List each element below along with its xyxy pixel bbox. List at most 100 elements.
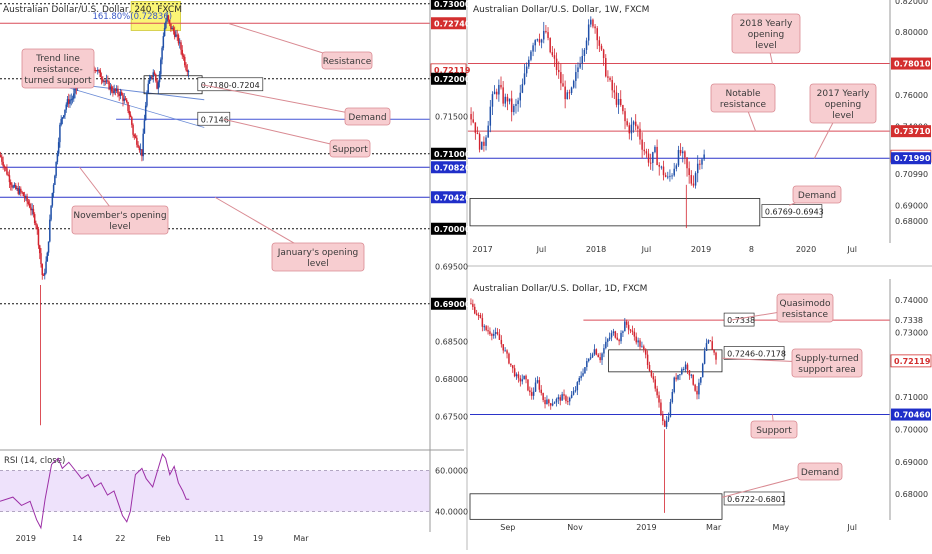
candle-body <box>575 72 577 81</box>
candle-body <box>549 37 551 53</box>
price-tick-label: 0.67500 <box>435 412 468 421</box>
price-tag-label: 0.70820 <box>434 163 471 172</box>
candle-body <box>52 184 55 193</box>
candle-body <box>586 361 588 368</box>
candle-body <box>619 98 622 106</box>
candle-body <box>114 88 117 91</box>
candle-body <box>184 56 186 66</box>
candle-body <box>553 402 556 404</box>
candle-body <box>102 79 104 82</box>
callout-text: level <box>832 111 853 121</box>
rsi-line <box>0 453 190 530</box>
candle-body <box>598 40 601 46</box>
candle-body <box>542 393 544 401</box>
candle-body <box>667 176 669 178</box>
candle-body <box>491 334 493 336</box>
candle-body <box>70 99 73 101</box>
callout-text: level <box>109 222 130 232</box>
candle-body <box>13 184 16 187</box>
candle-body <box>103 80 105 82</box>
callout-box <box>809 83 877 124</box>
candle-body <box>555 399 558 403</box>
candle-body <box>610 333 613 338</box>
candle-body <box>628 125 631 134</box>
price-tick-label: 0.70000 <box>895 425 928 434</box>
candle-body <box>590 19 592 25</box>
candle-body <box>658 395 660 403</box>
candle-body <box>701 159 703 165</box>
candle-body <box>616 337 618 340</box>
candle-body <box>624 111 626 122</box>
candle-body <box>181 49 184 56</box>
x-tick-label: Jul <box>846 245 857 254</box>
candle-body <box>583 49 586 56</box>
candle-body <box>529 390 531 393</box>
candle-body <box>677 149 680 166</box>
candle-body <box>483 141 485 146</box>
candle-body <box>110 86 113 92</box>
callout-text: opening <box>748 30 784 40</box>
candle-body <box>663 420 666 427</box>
candle-body <box>44 272 46 276</box>
candle-body <box>589 357 592 359</box>
candle-body <box>530 51 532 60</box>
supply-zone <box>608 349 723 373</box>
callout-text: 2018 Yearly <box>740 19 793 29</box>
x-tick-label: Jul <box>846 523 857 532</box>
callout-pointer <box>223 118 351 149</box>
candle-body <box>656 388 658 396</box>
candle-body <box>65 104 67 110</box>
candle-body <box>622 331 624 333</box>
candle-body <box>696 390 698 395</box>
candle-body <box>33 214 36 224</box>
candle-body <box>74 88 76 94</box>
candle-body <box>112 91 114 93</box>
zone-label: 0.7146 <box>201 115 229 124</box>
candle-body <box>528 59 530 67</box>
candle-body <box>538 39 541 43</box>
candle-body <box>675 165 678 169</box>
candle-body <box>644 349 647 355</box>
chart-title: Australian Dollar/U.S. Dollar, 1D, FXCM <box>473 284 647 294</box>
candle-body <box>641 346 643 348</box>
candle-body <box>547 32 549 38</box>
chart-title: Australian Dollar/U.S. Dollar, 1W, FXCM <box>473 5 649 15</box>
candle-body <box>165 21 167 28</box>
candle-body <box>55 161 57 176</box>
candle-body <box>23 195 26 199</box>
candle-body <box>32 208 35 215</box>
candle-body <box>523 73 526 85</box>
candle-body <box>474 122 477 133</box>
candle-body <box>686 364 689 371</box>
candle-body <box>152 72 155 77</box>
candle-body <box>487 330 489 332</box>
candle-body <box>148 79 151 84</box>
callout-text: Demand <box>348 113 386 123</box>
zone-label: 0.7180-0.7204 <box>201 81 260 90</box>
candle-body <box>98 69 100 71</box>
candle-body <box>614 331 617 338</box>
candle-body <box>167 15 170 20</box>
candle-body <box>177 35 180 44</box>
callout-text: Resistance <box>323 57 372 67</box>
candle-body <box>560 72 562 84</box>
candle-body <box>94 69 96 71</box>
candle-body <box>648 365 651 371</box>
candle-body <box>17 188 20 194</box>
candle-body <box>38 245 41 254</box>
candle-body <box>688 370 691 376</box>
candle-body <box>602 49 605 59</box>
price-tag-label: 0.73710 <box>894 127 931 136</box>
candle-body <box>489 331 491 335</box>
price-tick-label: 0.80000 <box>895 28 928 37</box>
candle-body <box>0 155 2 157</box>
candle-body <box>487 125 489 138</box>
candle-body <box>9 182 12 185</box>
candle-body <box>21 191 23 193</box>
candle-body <box>46 252 49 262</box>
candle-body <box>534 40 536 46</box>
callout-box <box>344 107 391 126</box>
candle-body <box>711 341 713 350</box>
candle-body <box>129 114 132 118</box>
